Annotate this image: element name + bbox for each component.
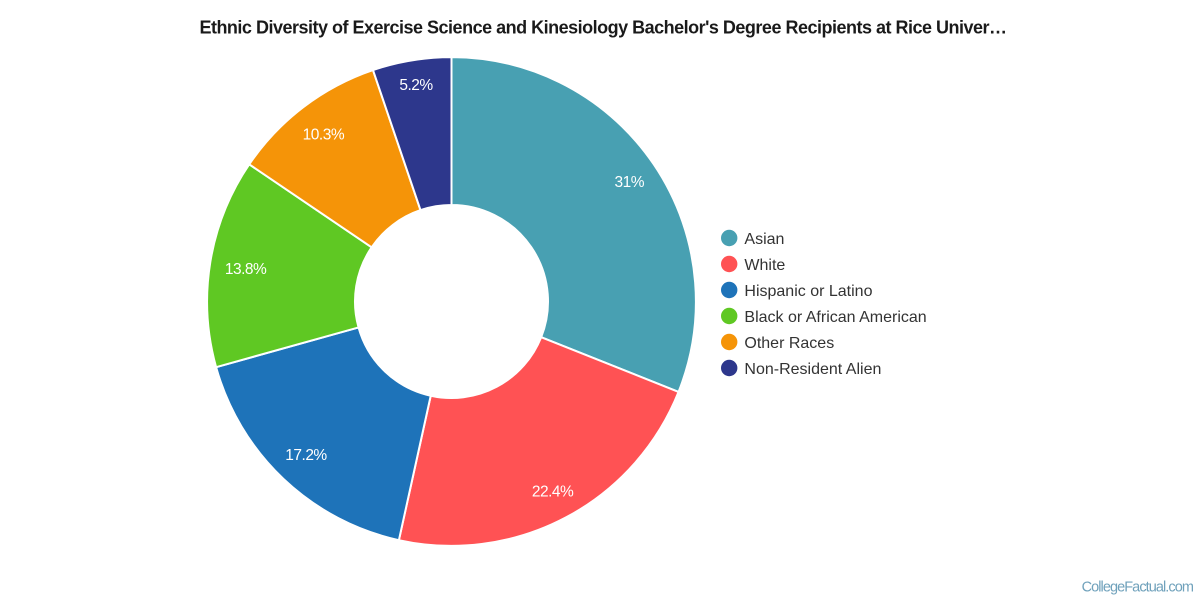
svg-text:22.4%: 22.4% <box>532 484 574 501</box>
svg-text:5.2%: 5.2% <box>399 77 433 94</box>
svg-text:CollegeFactual.com: CollegeFactual.com <box>1082 580 1194 596</box>
svg-text:Ethnic Diversity of Exercise S: Ethnic Diversity of Exercise Science and… <box>199 18 1006 38</box>
svg-text:Non-Resident Alien: Non-Resident Alien <box>744 361 881 378</box>
svg-text:17.2%: 17.2% <box>285 447 327 464</box>
svg-text:Hispanic or Latino: Hispanic or Latino <box>744 283 872 300</box>
svg-text:Other Races: Other Races <box>744 335 834 352</box>
svg-text:Black or African American: Black or African American <box>744 309 926 326</box>
svg-text:Asian: Asian <box>744 231 784 248</box>
svg-text:13.8%: 13.8% <box>225 261 267 278</box>
svg-text:10.3%: 10.3% <box>303 126 345 143</box>
svg-text:White: White <box>744 257 785 274</box>
svg-text:31%: 31% <box>615 174 645 191</box>
